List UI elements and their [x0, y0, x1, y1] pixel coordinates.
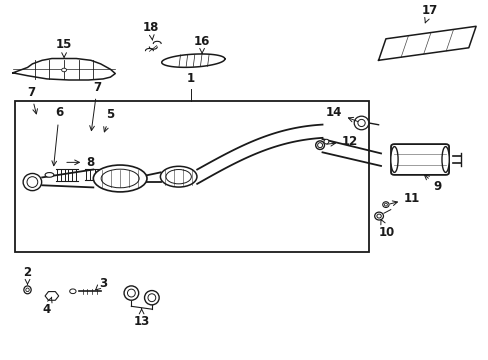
Text: 18: 18 [142, 21, 159, 40]
Ellipse shape [357, 120, 365, 127]
Ellipse shape [93, 165, 147, 192]
Ellipse shape [61, 68, 66, 72]
Ellipse shape [441, 147, 448, 172]
Text: 17: 17 [421, 4, 437, 23]
Text: 9: 9 [424, 175, 441, 193]
FancyBboxPatch shape [390, 144, 448, 175]
Ellipse shape [382, 202, 388, 207]
Ellipse shape [127, 289, 135, 297]
Ellipse shape [144, 291, 159, 305]
Ellipse shape [324, 139, 328, 144]
Ellipse shape [374, 212, 383, 220]
Text: 13: 13 [133, 309, 149, 328]
Bar [15, 102, 368, 252]
Ellipse shape [148, 294, 156, 302]
Ellipse shape [390, 147, 397, 172]
Text: 11: 11 [389, 192, 419, 206]
Ellipse shape [70, 289, 76, 294]
Text: 8: 8 [67, 156, 94, 169]
Text: 1: 1 [186, 72, 195, 85]
Ellipse shape [24, 286, 31, 294]
Polygon shape [162, 54, 224, 67]
Ellipse shape [26, 288, 29, 292]
Text: 3: 3 [95, 277, 107, 290]
Ellipse shape [45, 172, 54, 177]
Text: 5: 5 [103, 108, 114, 132]
Ellipse shape [317, 143, 322, 148]
Ellipse shape [23, 174, 41, 191]
Text: 6: 6 [52, 107, 63, 166]
Text: 15: 15 [56, 38, 72, 58]
Text: 12: 12 [326, 135, 358, 148]
Ellipse shape [27, 177, 38, 188]
Text: 2: 2 [23, 266, 32, 284]
Ellipse shape [353, 116, 368, 130]
Text: 4: 4 [43, 297, 52, 316]
Ellipse shape [124, 286, 139, 300]
Ellipse shape [101, 169, 139, 188]
Text: 14: 14 [325, 106, 358, 122]
Ellipse shape [160, 166, 197, 187]
Text: 10: 10 [378, 220, 394, 239]
Ellipse shape [315, 141, 324, 149]
Text: 7: 7 [27, 86, 38, 114]
Text: 16: 16 [194, 35, 210, 54]
Ellipse shape [384, 203, 386, 206]
Ellipse shape [165, 170, 191, 184]
Ellipse shape [376, 214, 381, 218]
Text: 7: 7 [89, 81, 101, 131]
Polygon shape [13, 59, 115, 80]
